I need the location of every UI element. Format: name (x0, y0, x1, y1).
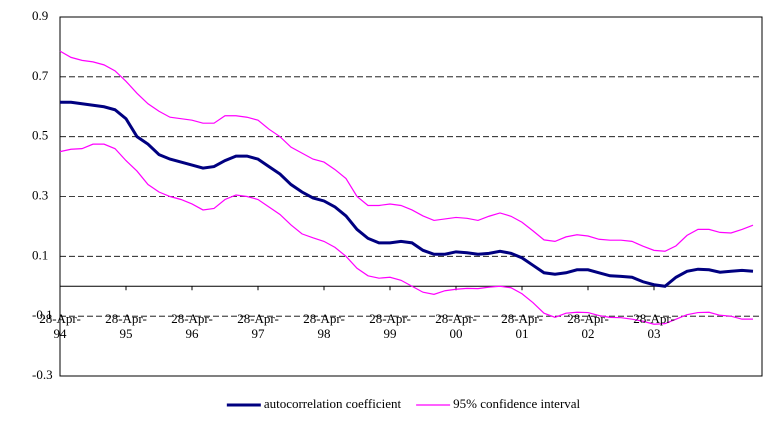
x-tick-label: 28-Apr-95 (105, 311, 147, 342)
x-tick-label: 28-Apr-01 (501, 311, 543, 342)
x-tick-label: 28-Apr-94 (39, 311, 81, 342)
confidence-lower (59, 143, 753, 325)
x-tick-label: 28-Apr-00 (435, 311, 477, 342)
confidence-upper (59, 50, 754, 252)
line (60, 100, 754, 288)
y-tick-label: 0.7 (32, 68, 49, 83)
x-tick-label: 28-Apr-99 (369, 311, 411, 342)
x-tick-label: 28-Apr-98 (303, 311, 345, 342)
legend-label: autocorrelation coefficient (264, 396, 402, 411)
y-tick-label: 0.1 (32, 247, 48, 262)
x-tick-label: 28-Apr-02 (567, 311, 609, 342)
x-tick-label: 28-Apr-97 (237, 311, 279, 342)
x-tick-label: 28-Apr-96 (171, 311, 213, 342)
y-tick-label: 0.9 (32, 8, 48, 23)
y-tick-label: -0.3 (32, 367, 53, 382)
y-tick-label: 0.5 (32, 128, 48, 143)
x-tick-label: 28-Apr-03 (633, 311, 675, 342)
y-tick-label: -0.1 (32, 307, 53, 322)
legend-label: 95% confidence interval (453, 396, 580, 411)
y-tick-label: 0.3 (32, 187, 48, 202)
